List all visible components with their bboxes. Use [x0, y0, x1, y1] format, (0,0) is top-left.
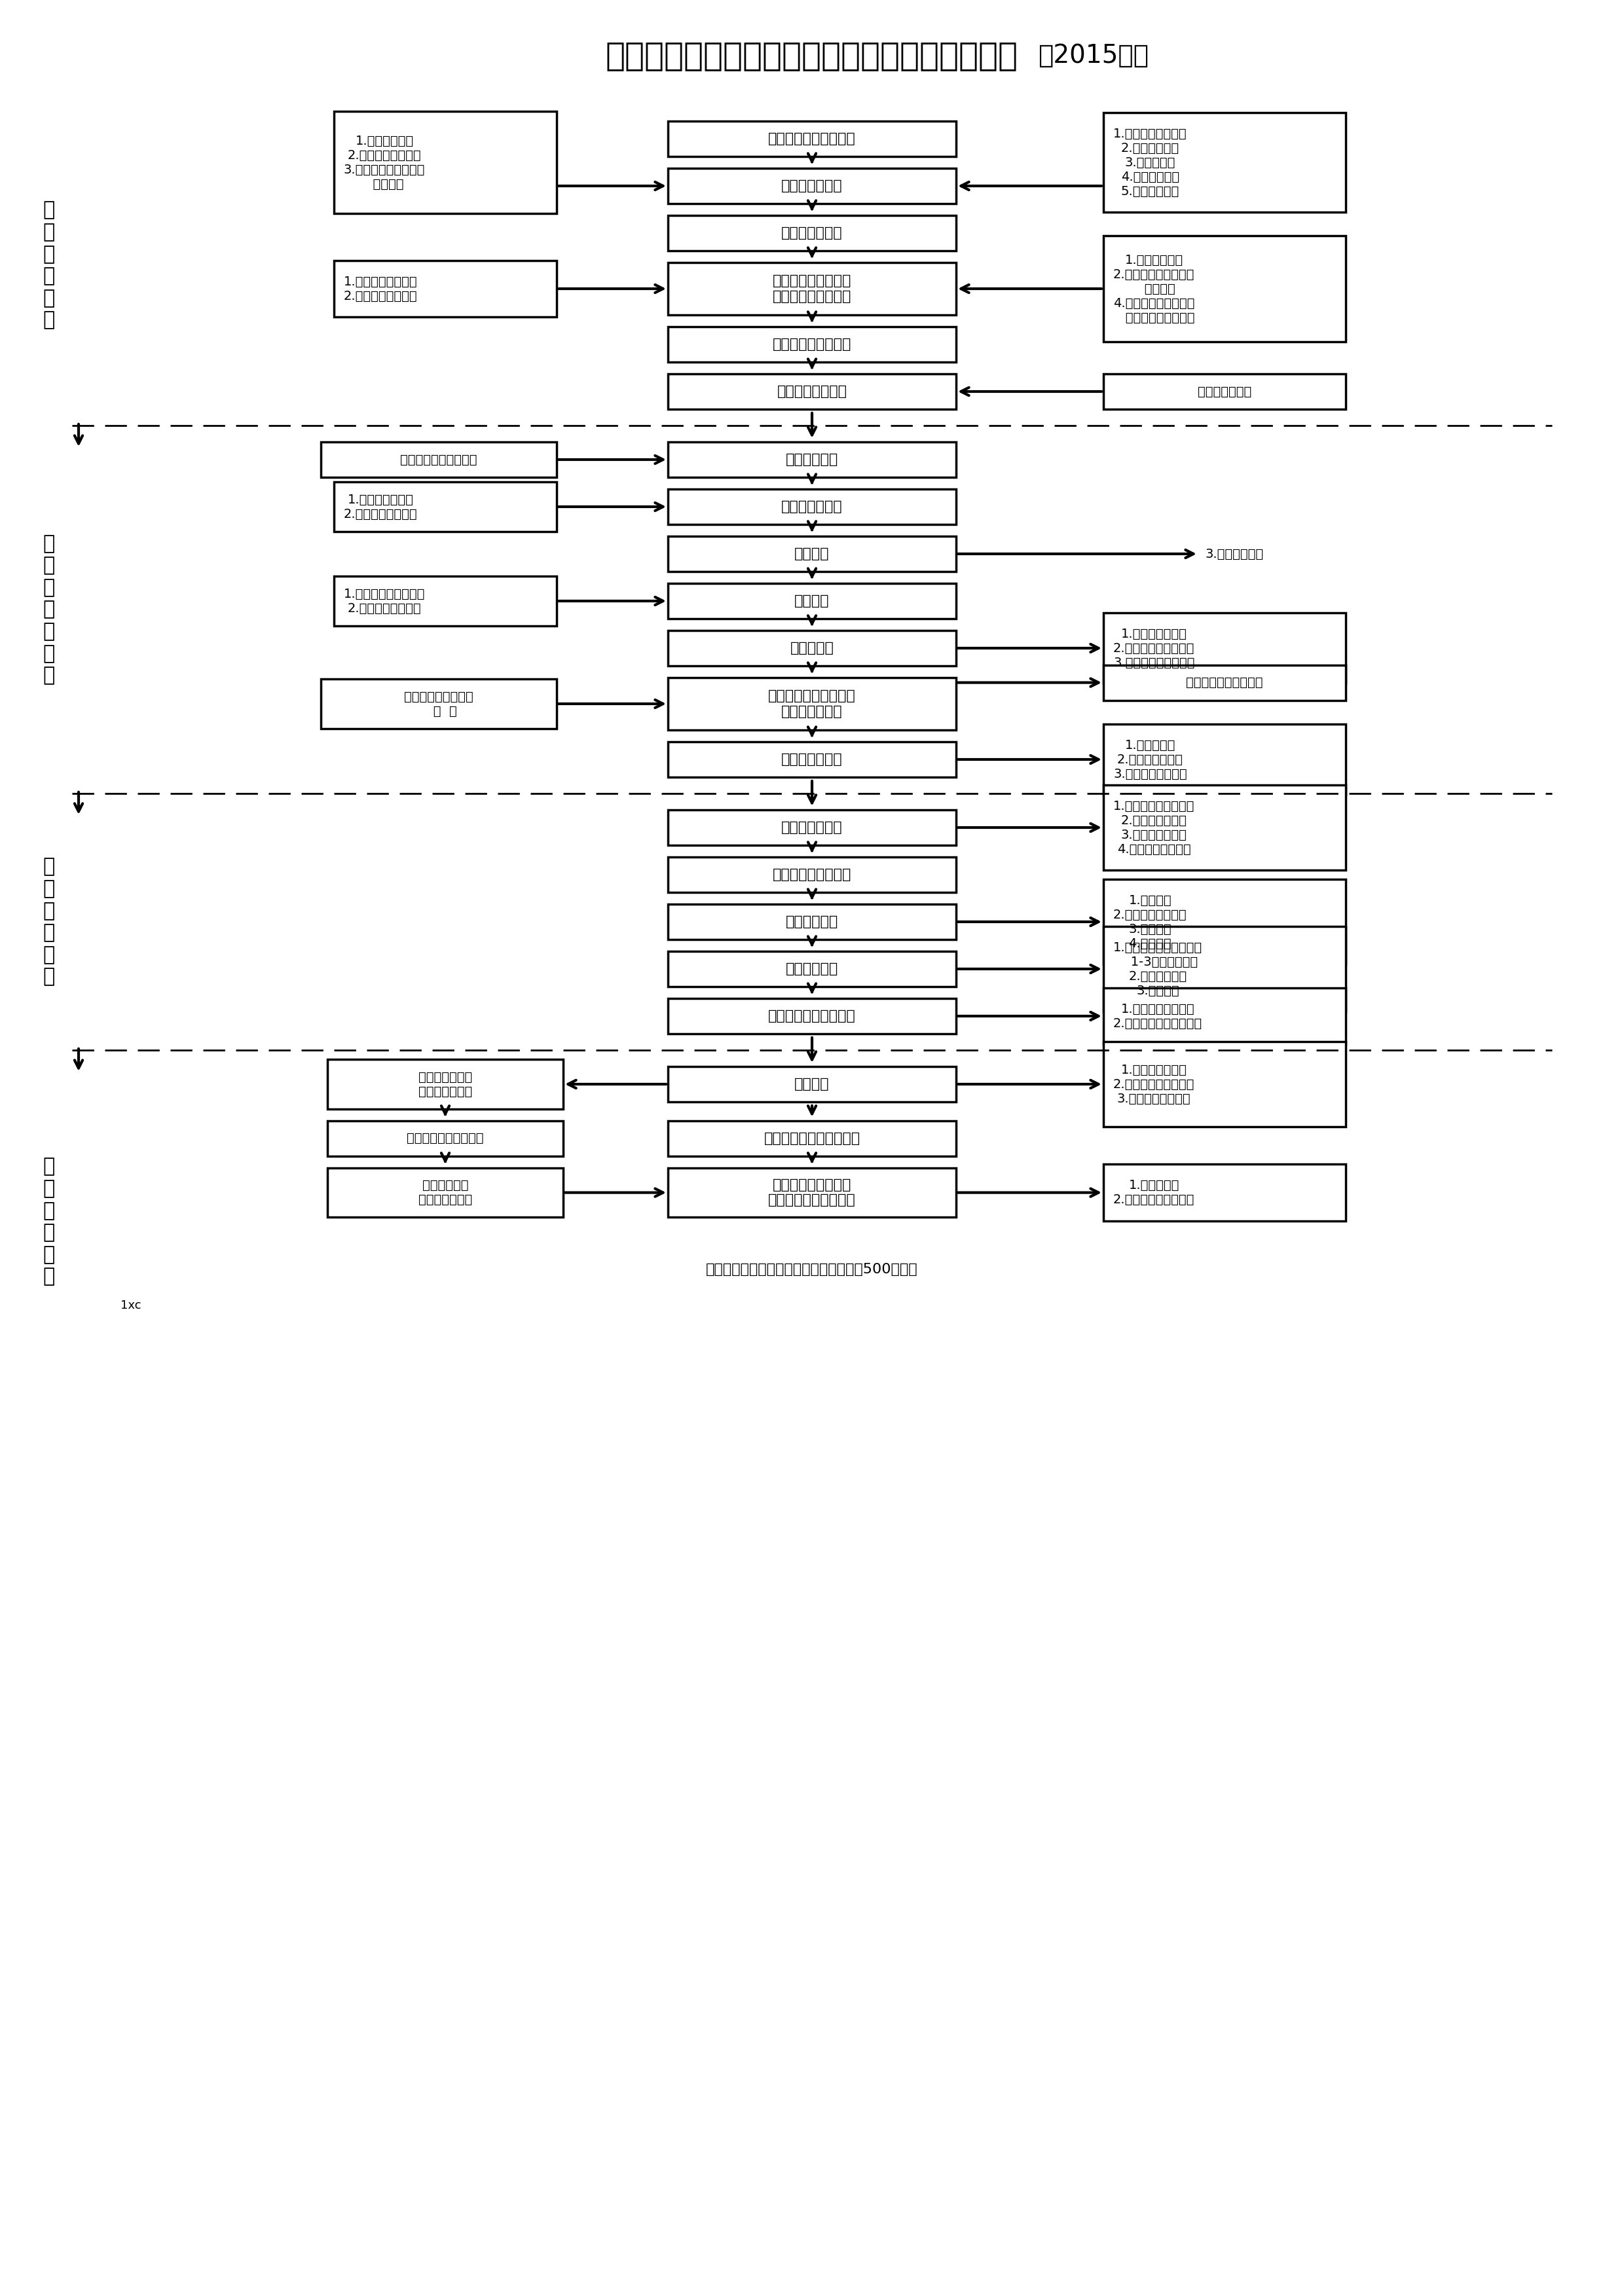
- Text: 决
策
立
项
阶
段: 决 策 立 项 阶 段: [44, 200, 55, 331]
- Bar: [667, 583, 957, 618]
- Bar: [1103, 613, 1346, 684]
- Bar: [322, 680, 557, 728]
- Bar: [667, 122, 957, 156]
- Bar: [667, 216, 957, 250]
- Text: 1.建筑方案设计
2.环境影响评估及报批
   节能评估
4.资金来源分析报告及
   教育厅、财政厅批文: 1.建筑方案设计 2.环境影响评估及报批 节能评估 4.资金来源分析报告及 教育…: [1112, 253, 1195, 324]
- Bar: [667, 856, 957, 893]
- Text: 竣工验收: 竣工验收: [794, 1077, 830, 1091]
- Text: 招标备案、省转市或区: 招标备案、省转市或区: [1186, 677, 1263, 689]
- Text: 省教育厅初审及发文: 省教育厅初审及发文: [773, 338, 851, 351]
- Bar: [1103, 928, 1346, 1010]
- Text: 固定资产移交（资产处）: 固定资产移交（资产处）: [763, 1132, 861, 1146]
- Text: 初步设计: 初步设计: [794, 595, 830, 608]
- Text: 1.职能部门会商
2.使用单位需求沟通
3.校规委会研究（新规
  划项目）: 1.职能部门会商 2.使用单位需求沟通 3.校规委会研究（新规 划项目）: [344, 135, 425, 191]
- Text: 施工、监理合同: 施工、监理合同: [781, 822, 843, 833]
- Bar: [335, 259, 557, 317]
- Text: 财务决算（配合会计）: 财务决算（配合会计）: [408, 1132, 484, 1146]
- Bar: [667, 537, 957, 572]
- Bar: [667, 262, 957, 315]
- Text: 注：从项目决策到正式开工建设一般需要500天左右: 注：从项目决策到正式开工建设一般需要500天左右: [706, 1263, 918, 1277]
- Bar: [667, 441, 957, 478]
- Text: 1.白蚁防治（室内地坪、
   1-3层门、窗洞）
2.防雷接地验收
3.主体验收: 1.白蚁防治（室内地坪、 1-3层门、窗洞） 2.防雷接地验收 3.主体验收: [1112, 941, 1202, 996]
- Text: 主体工程施工: 主体工程施工: [786, 962, 838, 976]
- Bar: [667, 168, 957, 204]
- Bar: [667, 999, 957, 1033]
- Bar: [1103, 374, 1346, 409]
- Text: 1.质保期维护
2.使用管理（资产处）: 1.质保期维护 2.使用管理（资产处）: [1112, 1180, 1195, 1205]
- Text: 1.中标通知书
2.清标、合同谈判
3.合同校内联审联签: 1.中标通知书 2.清标、合同谈判 3.合同校内联审联签: [1112, 739, 1187, 781]
- Text: 1.消防验收合格证
2.规划竣工验收合格证
3.工程竣工验收备案: 1.消防验收合格证 2.规划竣工验收合格证 3.工程竣工验收备案: [1112, 1063, 1195, 1104]
- Bar: [667, 810, 957, 845]
- Text: 竣工结算及审核
（协同审计处）: 竣工结算及审核 （协同审计处）: [419, 1070, 473, 1097]
- Bar: [1103, 987, 1346, 1045]
- Bar: [667, 905, 957, 939]
- Text: 使用单位校内立项申请: 使用单位校内立项申请: [768, 133, 856, 145]
- Bar: [667, 1169, 957, 1217]
- Text: 勘察设计招标文件编制: 勘察设计招标文件编制: [400, 452, 477, 466]
- Text: 招标代理比选: 招标代理比选: [786, 452, 838, 466]
- Bar: [328, 1169, 564, 1217]
- Bar: [667, 742, 957, 776]
- Text: 四川师范大学基本建设工程项目主要工作流程图: 四川师范大学基本建设工程项目主要工作流程图: [606, 39, 1018, 71]
- Text: 基础工程施工: 基础工程施工: [786, 916, 838, 928]
- Bar: [667, 374, 957, 409]
- Text: 1.施工图技术审查
2.工程规划许可证办理
3.施工图行政并联审批: 1.施工图技术审查 2.工程规划许可证办理 3.施工图行政并联审批: [1112, 627, 1195, 668]
- Text: 3.初步设计审查: 3.初步设计审查: [1205, 549, 1263, 560]
- Bar: [328, 1058, 564, 1109]
- Bar: [328, 1120, 564, 1157]
- Text: 档案整理移交档案馆
（城建和学校档案馆）: 档案整理移交档案馆 （城建和学校档案馆）: [768, 1178, 856, 1208]
- Bar: [667, 489, 957, 523]
- Bar: [667, 1120, 957, 1157]
- Text: 可行性研究评审: 可行性研究评审: [1197, 386, 1252, 397]
- Text: 工程量清单、施工和监
理招标文件编制: 工程量清单、施工和监 理招标文件编制: [768, 689, 856, 719]
- Text: 竣
工
验
收
阶
段: 竣 工 验 收 阶 段: [44, 1157, 55, 1286]
- Bar: [335, 110, 557, 214]
- Text: 安装、装饰、总平工程: 安装、装饰、总平工程: [768, 1010, 856, 1022]
- Bar: [1103, 236, 1346, 342]
- Bar: [1103, 879, 1346, 964]
- Text: 工程量清单编制单位
   招  标: 工程量清单编制单位 招 标: [404, 691, 473, 716]
- Text: 财务决算审计
（配合审计处）: 财务决算审计 （配合审计处）: [419, 1180, 473, 1205]
- Text: 1.设计任务书编制
2.勘察设计合同签订: 1.设计任务书编制 2.勘察设计合同签订: [344, 494, 417, 521]
- Bar: [335, 482, 557, 530]
- Bar: [322, 441, 557, 478]
- Text: 1.使用单位沟通、反馈
2.学校设计方案决定: 1.使用单位沟通、反馈 2.学校设计方案决定: [344, 588, 425, 615]
- Text: 施工、监理招标: 施工、监理招标: [781, 753, 843, 767]
- Text: 1.界址测绘、红线图
2.原始地貌测量
3.选址意见书
4.用地规划许可
5.规划设计条件: 1.界址测绘、红线图 2.原始地貌测量 3.选址意见书 4.用地规划许可 5.规…: [1112, 126, 1187, 197]
- Text: 编制可行性研究报告
（或项目申请报告）: 编制可行性研究报告 （或项目申请报告）: [773, 276, 851, 303]
- Bar: [667, 326, 957, 363]
- Text: 三通一平、开工准备: 三通一平、开工准备: [773, 868, 851, 882]
- Text: 建
设
施
工
阶
段: 建 设 施 工 阶 段: [44, 856, 55, 987]
- Text: 校长办公会决议: 校长办公会决议: [781, 227, 843, 239]
- Text: 勘察、设计招标: 勘察、设计招标: [781, 501, 843, 514]
- Text: 省发改委立项审批: 省发改委立项审批: [776, 386, 848, 397]
- Bar: [667, 1065, 957, 1102]
- Text: 编制项目建议书: 编制项目建议书: [781, 179, 843, 193]
- Text: 施工图设计: 施工图设计: [791, 641, 833, 654]
- Bar: [1103, 723, 1346, 794]
- Bar: [1103, 113, 1346, 211]
- Bar: [1103, 666, 1346, 700]
- Bar: [335, 576, 557, 627]
- Text: 1.基础验槽
2.白蚁防治（基坑）
3.人防验收
4.基础验收: 1.基础验槽 2.白蚁防治（基坑） 3.人防验收 4.基础验收: [1112, 893, 1187, 951]
- Text: 1xc: 1xc: [120, 1300, 141, 1311]
- Bar: [667, 677, 957, 730]
- Text: 地质勘察: 地质勘察: [794, 546, 830, 560]
- Bar: [1103, 1042, 1346, 1127]
- Bar: [1103, 785, 1346, 870]
- Bar: [667, 631, 957, 666]
- Bar: [1103, 1164, 1346, 1221]
- Text: 设
计
与
招
标
阶
段: 设 计 与 招 标 阶 段: [44, 535, 55, 684]
- Text: （2015版）: （2015版）: [1038, 44, 1148, 69]
- Bar: [667, 951, 957, 987]
- Text: 1.建筑方案设计招标
2.工程咨询单位招标: 1.建筑方案设计招标 2.工程咨询单位招标: [344, 276, 417, 303]
- Text: 1.合同备案、省转市区
2.施工许可证办理
3.质检、安监备案
4.民工工资专户办理: 1.合同备案、省转市区 2.施工许可证办理 3.质检、安监备案 4.民工工资专户…: [1112, 799, 1195, 856]
- Text: 1.外装材料小样备案
2.白蚁防治（室外散水）: 1.外装材料小样备案 2.白蚁防治（室外散水）: [1112, 1003, 1202, 1029]
